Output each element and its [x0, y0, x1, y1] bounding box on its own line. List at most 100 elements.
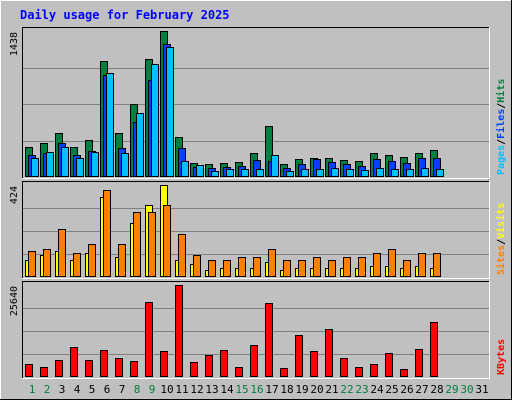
- panel-visits-sites: 424 Sites/Visits: [9, 181, 507, 279]
- bar-sites: [268, 249, 276, 277]
- day-label: 28: [430, 383, 443, 396]
- legend-entry: Sites: [495, 245, 507, 275]
- day-label: 5: [89, 383, 96, 396]
- bar-pages: [181, 161, 189, 177]
- legend-entry: Pages: [496, 145, 507, 175]
- bar-pages: [196, 165, 204, 177]
- bar-kbytes: [385, 353, 393, 377]
- legend-hits-files-pages: Pages/Files/Hits: [495, 79, 507, 175]
- panels-layer: 1438Pages/Files/Hits424Sites/Visits25640…: [9, 27, 507, 379]
- bar-kbytes: [325, 329, 333, 377]
- bar-kbytes: [115, 358, 123, 377]
- bar-kbytes: [190, 362, 198, 377]
- day-label: 8: [134, 383, 141, 396]
- bar-pages: [301, 169, 309, 177]
- bar-pages: [376, 168, 384, 177]
- bar-sites: [328, 260, 336, 277]
- bar-sites: [73, 253, 81, 277]
- bar-kbytes: [145, 302, 153, 377]
- bar-sites: [403, 260, 411, 277]
- bar-kbytes: [355, 367, 363, 377]
- bar-sites: [43, 249, 51, 277]
- bar-pages: [106, 73, 114, 177]
- y-max-label: 424: [9, 186, 20, 204]
- day-label: 12: [190, 383, 203, 396]
- bar-kbytes: [400, 369, 408, 377]
- bar-pages: [436, 169, 444, 177]
- day-label: 10: [160, 383, 173, 396]
- bar-kbytes: [160, 351, 168, 377]
- bar-pages: [121, 153, 129, 177]
- bar-sites: [118, 244, 126, 277]
- bar-sites: [313, 257, 321, 277]
- day-label: 9: [149, 383, 156, 396]
- bar-pages: [286, 171, 294, 177]
- bar-kbytes: [310, 351, 318, 377]
- bar-pages: [136, 113, 144, 177]
- day-label: 6: [104, 383, 111, 396]
- bar-sites: [343, 257, 351, 277]
- day-label: 16: [250, 383, 263, 396]
- day-label: 1: [29, 383, 36, 396]
- day-label: 31: [475, 383, 488, 396]
- bar-sites: [418, 253, 426, 277]
- bar-kbytes: [130, 361, 138, 377]
- bar-sites: [148, 212, 156, 277]
- bar-sites: [193, 255, 201, 277]
- day-label: 20: [310, 383, 323, 396]
- day-label: 17: [265, 383, 278, 396]
- day-label: 7: [119, 383, 126, 396]
- bar-kbytes: [415, 349, 423, 377]
- day-label: 21: [325, 383, 338, 396]
- bar-pages: [61, 147, 69, 177]
- day-label: 25: [385, 383, 398, 396]
- day-label: 13: [205, 383, 218, 396]
- bar-pages: [76, 158, 84, 177]
- chart-title: Daily usage for February 2025: [20, 8, 230, 22]
- bar-pages: [406, 169, 414, 177]
- y-max-label: 25640: [9, 286, 20, 316]
- day-label: 23: [355, 383, 368, 396]
- bar-pages: [361, 170, 369, 177]
- bar-sites: [103, 190, 111, 277]
- day-label: 22: [340, 383, 353, 396]
- bar-pages: [46, 152, 54, 177]
- bar-kbytes: [295, 335, 303, 377]
- bar-kbytes: [430, 322, 438, 377]
- bar-kbytes: [250, 345, 258, 377]
- bar-sites: [433, 253, 441, 277]
- bar-kbytes: [340, 358, 348, 377]
- bar-kbytes: [265, 303, 273, 377]
- bar-pages: [166, 47, 174, 177]
- bar-pages: [256, 169, 264, 177]
- legend-visits-sites: Sites/Visits: [495, 203, 507, 275]
- bar-pages: [271, 155, 279, 177]
- bar-sites: [388, 249, 396, 277]
- day-label: 18: [280, 383, 293, 396]
- day-label: 24: [370, 383, 384, 396]
- day-label: 3: [59, 383, 66, 396]
- bar-pages: [346, 169, 354, 177]
- day-label: 27: [415, 383, 428, 396]
- bar-pages: [331, 168, 339, 177]
- legend-entry: Visits: [495, 203, 507, 239]
- bar-kbytes: [370, 364, 378, 377]
- bar-pages: [421, 168, 429, 177]
- bar-sites: [253, 257, 261, 277]
- bar-sites: [163, 205, 171, 277]
- day-label: 14: [220, 383, 234, 396]
- bar-pages: [316, 169, 324, 177]
- day-label: 11: [175, 383, 188, 396]
- day-label: 26: [400, 383, 413, 396]
- bar-pages: [241, 169, 249, 177]
- bar-sites: [373, 253, 381, 277]
- bar-kbytes: [55, 360, 63, 377]
- bar-pages: [151, 64, 159, 177]
- bar-pages: [226, 169, 234, 177]
- bar-sites: [58, 229, 66, 277]
- legend-kbytes: KBytes: [496, 339, 507, 375]
- legend-entry: /: [496, 103, 507, 109]
- bar-kbytes: [85, 360, 93, 377]
- bar-sites: [358, 257, 366, 277]
